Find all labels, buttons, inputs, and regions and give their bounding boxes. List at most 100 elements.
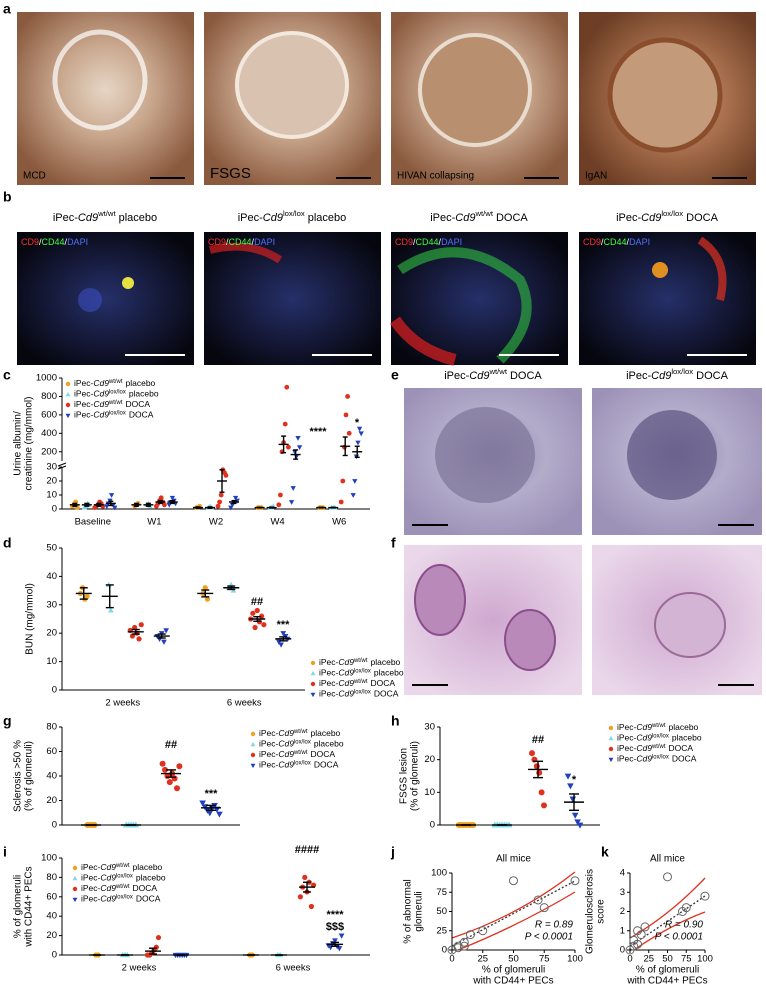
signal [397, 247, 532, 364]
annotation: ## [165, 739, 177, 751]
label-part: Cd9 [93, 378, 109, 388]
x-tick-label: 100 [697, 954, 713, 965]
group-label: iPec-Cd9lox/lox DOCA [74, 410, 154, 420]
label-part: placebo [669, 722, 699, 732]
data-point [533, 895, 543, 905]
y-tick-label: 3 [620, 887, 625, 898]
label-part: placebo [371, 657, 401, 667]
y-tick-label: 60 [46, 891, 57, 902]
y-axis-label: Urine albumin/ [13, 411, 24, 476]
y-axis-label: (% of glomeruli) [24, 741, 35, 811]
data-point [338, 499, 344, 505]
label-part: wt/wt [353, 679, 368, 685]
group-label: iPec-Cd9lox/lox DOCA [617, 754, 697, 764]
panel-a-images [17, 12, 756, 185]
data-point [536, 769, 543, 776]
x-tick-label: W4 [270, 517, 284, 528]
data-point [254, 607, 260, 614]
stain-part: / [226, 237, 229, 247]
annotation: * [572, 774, 577, 786]
label-part: DOCA [672, 754, 697, 764]
legend-marker [608, 735, 614, 741]
label-part: lox/lox [652, 754, 669, 760]
group-label: iPec-Cd9wt/wt DOCA [430, 209, 528, 224]
data-point [218, 492, 224, 498]
data-point [541, 802, 547, 809]
data-point [138, 622, 144, 628]
signal [390, 316, 457, 366]
data-point [570, 876, 580, 886]
signal [78, 288, 102, 312]
y-tick-label: 30 [46, 462, 57, 473]
data-point [358, 431, 364, 437]
stain-part: / [601, 237, 604, 247]
label-part: iPec- [319, 657, 339, 667]
x-tick-label: 2 weeks [122, 963, 157, 974]
y-tick-label: 600 [41, 409, 57, 420]
group-label: iPec-Cd9lox/lox placebo [238, 209, 347, 224]
panel-f-images [404, 545, 762, 695]
group-label: iPec-Cd9wt/wt DOCA [74, 399, 150, 409]
micrograph [17, 12, 194, 185]
label-part: iPec- [617, 754, 637, 764]
data-point [356, 426, 363, 432]
data-point [158, 495, 164, 501]
image-caption: FSGS [210, 165, 251, 182]
label-part: placebo [126, 378, 156, 388]
panel-letter: i [3, 844, 7, 860]
label-part: wt/wt [108, 379, 123, 385]
label-part: placebo [374, 668, 404, 678]
ci-band [633, 911, 706, 951]
data-point [171, 775, 178, 782]
label-part: wt/wt [651, 744, 666, 750]
stain-part: CD44 [604, 237, 627, 247]
label-part: Cd9 [93, 399, 109, 409]
data-point [217, 499, 223, 505]
data-point [278, 642, 284, 648]
group-label: iPec-Cd9wt/wt DOCA [444, 367, 542, 382]
data-point [176, 763, 183, 770]
label-part: iPec- [81, 862, 101, 872]
data-point [343, 412, 349, 418]
annotation: #### [295, 844, 319, 856]
y-tick-label: 20 [424, 754, 435, 765]
data-point [282, 421, 288, 427]
label-part: placebo [133, 862, 163, 872]
label-part: Cd9 [338, 668, 354, 678]
label-part: lox/lox [116, 873, 133, 879]
label-part: DOCA [314, 760, 339, 770]
label-part: lox/lox [652, 733, 669, 739]
panel-e-images [404, 388, 762, 535]
label-part: iPec- [74, 378, 94, 388]
y-tick-label: 1 [620, 925, 625, 936]
label-part: iPec- [74, 389, 94, 399]
label-part: placebo [308, 212, 347, 224]
glomerulus [235, 31, 349, 139]
label-part: Cd9 [278, 760, 294, 770]
legend-marker [250, 752, 256, 758]
panel-letter: g [3, 713, 12, 729]
group-label: iPec-Cd9lox/lox DOCA [319, 689, 399, 699]
x-tick-label: 0 [449, 954, 454, 965]
x-tick-label: 2 weeks [105, 698, 140, 709]
label-part: Cd9 [338, 678, 354, 688]
y-tick-label: 40 [46, 771, 57, 782]
x-tick-label: 0 [627, 954, 632, 965]
stain-part: CD44 [416, 237, 439, 247]
y-tick-label: 100 [431, 868, 447, 879]
data-point [700, 891, 710, 901]
panel-letter: c [3, 367, 11, 383]
label-part: DOCA [129, 410, 154, 420]
label-part: iPec- [53, 212, 78, 224]
x-tick-label: 25 [477, 954, 488, 965]
group-label: iPec-Cd9lox/lox placebo [74, 389, 159, 399]
glomerulus [418, 33, 532, 147]
legend-marker [250, 731, 256, 737]
data-point [204, 596, 211, 602]
label-part: wt/wt [293, 729, 308, 735]
label-part: iPec- [319, 678, 339, 688]
data-point [259, 613, 265, 619]
group-label: iPec-Cd9lox/lox placebo [319, 668, 404, 678]
data-point [533, 763, 540, 770]
label-part: Cd9 [469, 370, 489, 382]
